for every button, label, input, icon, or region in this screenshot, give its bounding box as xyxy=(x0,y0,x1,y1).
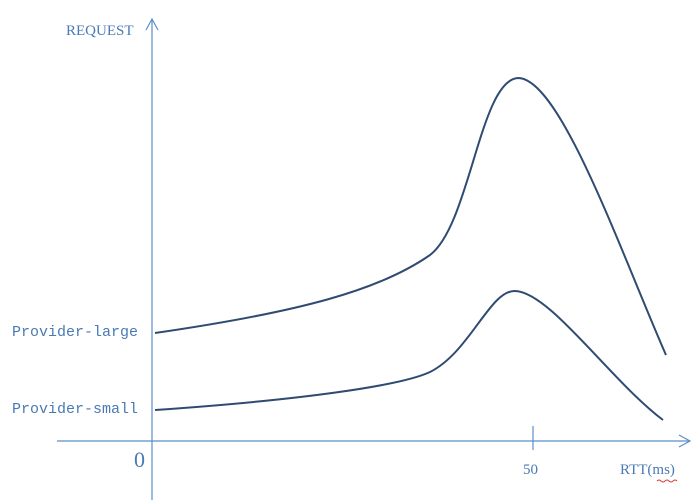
y-axis-arrow xyxy=(145,17,159,31)
x-tick-label: 50 xyxy=(523,462,538,478)
curve-label: Provider-small xyxy=(12,401,138,418)
spell-underline xyxy=(656,479,678,483)
curve-large xyxy=(154,76,667,356)
curve-small xyxy=(154,289,664,421)
y-axis-label: REQUEST xyxy=(66,23,134,39)
curve-label: Provider-large xyxy=(12,324,138,341)
x-axis-arrow xyxy=(678,434,692,448)
origin-label: 0 xyxy=(134,447,145,472)
x-axis-label: RTT(ms) xyxy=(620,462,675,478)
